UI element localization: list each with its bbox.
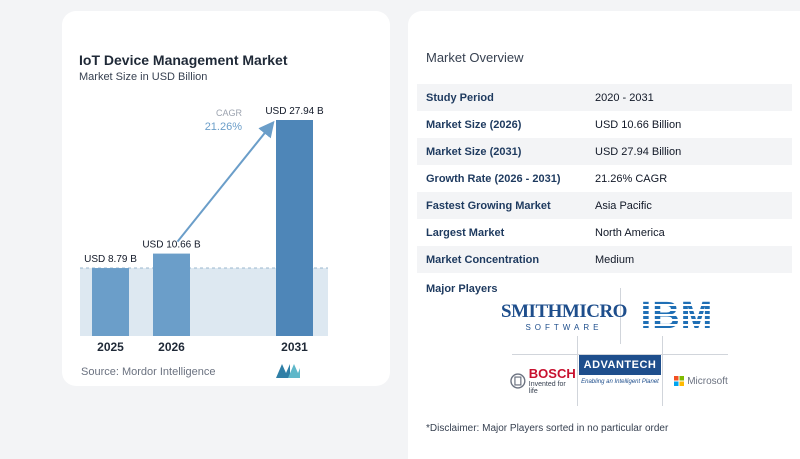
- chart-title: IoT Device Management Market: [79, 52, 288, 68]
- overview-title: Market Overview: [426, 50, 524, 65]
- smithmicro-wordmark: SMITHMICRO: [501, 300, 627, 322]
- advantech-wordmark: ADVANTECH: [578, 355, 662, 375]
- advantech-tagline: Enabling an Intelligent Planet: [581, 379, 659, 385]
- mordor-logo-icon: [276, 364, 300, 378]
- overview-value: USD 10.66 Billion: [595, 118, 682, 131]
- x-tick-label: 2025: [97, 340, 124, 354]
- chart-subtitle: Market Size in USD Billion: [79, 71, 208, 83]
- microsoft-logo: Microsoft: [666, 362, 736, 400]
- overview-value: 21.26% CAGR: [595, 172, 668, 185]
- logo-divider: [577, 336, 578, 406]
- players-label: Major Players: [426, 283, 498, 295]
- overview-value: Medium: [595, 253, 635, 266]
- overview-value: 2020 - 2031: [595, 91, 654, 104]
- overview-row: Largest Market North America: [417, 219, 792, 246]
- cagr-arrow: [176, 120, 275, 243]
- bar-2026: [153, 253, 190, 336]
- overview-row: Fastest Growing Market Asia Pacific: [417, 192, 792, 219]
- data-label: USD 10.66 B: [142, 240, 201, 251]
- overview-row: Market Size (2026) USD 10.66 Billion: [417, 111, 792, 138]
- advantech-logo: ADVANTECH Enabling an Intelligent Planet: [578, 338, 662, 402]
- bar-2025: [92, 268, 129, 336]
- x-tick-label: 2031: [281, 340, 308, 354]
- overview-value: Asia Pacific: [595, 199, 652, 212]
- overview-label: Market Size (2026): [426, 118, 522, 131]
- bar-2031: [276, 120, 313, 336]
- ibm-wordmark: IBM: [640, 295, 714, 337]
- bosch-tagline: Invented for life: [528, 381, 566, 395]
- smithmicro-subtitle: SOFTWARE: [525, 322, 603, 332]
- bosch-wordmark: BOSCH: [528, 366, 576, 381]
- overview-value: USD 27.94 Billion: [595, 145, 682, 158]
- overview-label: Study Period: [426, 91, 494, 104]
- x-tick-label: 2026: [158, 340, 185, 354]
- source-note: Source: Mordor Intelligence: [81, 366, 216, 378]
- overview-label: Fastest Growing Market: [426, 199, 551, 212]
- microsoft-wordmark: Microsoft: [687, 375, 728, 387]
- overview-label: Market Concentration: [426, 253, 540, 266]
- overview-row: Growth Rate (2026 - 2031) 21.26% CAGR: [417, 165, 792, 192]
- bosch-armature-icon: [510, 373, 526, 389]
- smithmicro-logo: SMITHMICRO SOFTWARE: [501, 296, 627, 336]
- overview-value: North America: [595, 226, 665, 239]
- data-label: USD 8.79 B: [84, 254, 137, 265]
- data-label: USD 27.94 B: [265, 106, 324, 117]
- logo-divider: [620, 288, 621, 344]
- overview-row: Market Size (2031) USD 27.94 Billion: [417, 138, 792, 165]
- overview-label: Largest Market: [426, 226, 505, 239]
- bosch-logo: BOSCH Invented for life: [510, 362, 576, 400]
- cagr-value: 21.26%: [205, 121, 243, 133]
- overview-row: Study Period 2020 - 2031: [417, 84, 792, 111]
- overview-label: Market Size (2031): [426, 145, 522, 158]
- cagr-label: CAGR: [216, 108, 243, 118]
- disclaimer: *Disclaimer: Major Players sorted in no …: [426, 423, 669, 434]
- ibm-logo: IBM: [632, 294, 722, 338]
- bar-chart: USD 8.79 B 2025 USD 10.66 B 2026 USD 27.94 B…: [80, 106, 328, 354]
- logo-divider: [662, 336, 663, 406]
- overview-label: Growth Rate (2026 - 2031): [426, 172, 561, 185]
- overview-row: Market Concentration Medium: [417, 246, 792, 273]
- logo-divider: [512, 354, 728, 355]
- microsoft-windows-icon: [674, 376, 685, 386]
